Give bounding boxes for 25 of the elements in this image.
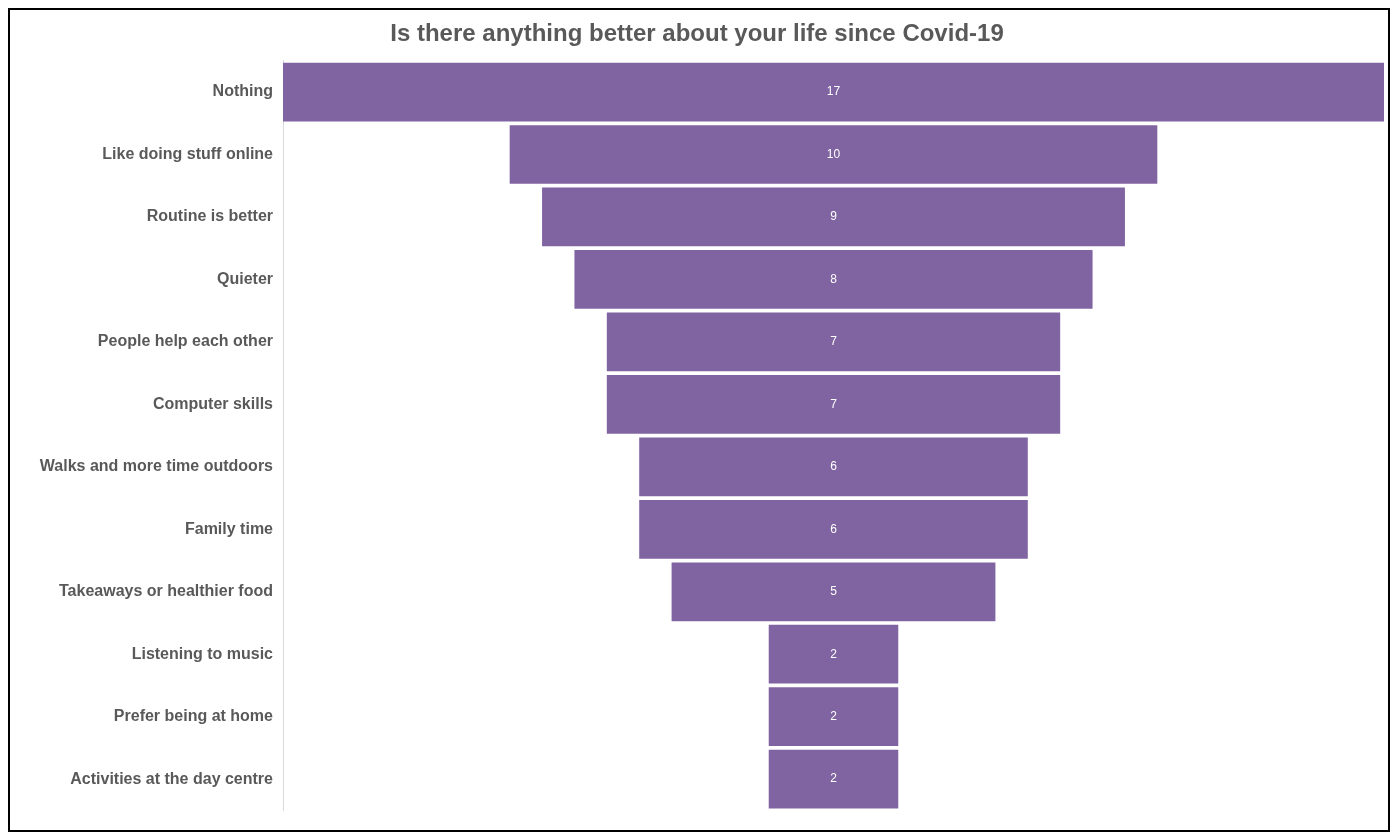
category-label: Routine is better bbox=[146, 207, 273, 225]
data-label: 2 bbox=[830, 771, 838, 786]
data-label: 6 bbox=[830, 459, 838, 474]
data-label: 7 bbox=[830, 396, 838, 411]
category-label: Walks and more time outdoors bbox=[39, 457, 274, 475]
category-label: Computer skills bbox=[152, 394, 274, 412]
data-label: 7 bbox=[830, 334, 838, 349]
category-label: Family time bbox=[184, 519, 274, 537]
category-label: Listening to music bbox=[131, 644, 274, 662]
category-label: Quieter bbox=[216, 269, 273, 287]
data-label: 5 bbox=[830, 584, 838, 599]
category-label: People help each other bbox=[97, 332, 273, 350]
data-label: 10 bbox=[826, 146, 841, 161]
text: Is there anything better about your life since Covid-19 bbox=[390, 19, 1004, 47]
data-label: 8 bbox=[830, 271, 838, 286]
data-label: 9 bbox=[830, 209, 838, 224]
data-label: 2 bbox=[830, 709, 838, 724]
category-label: Prefer being at home bbox=[113, 707, 274, 725]
category-label: Activities at the day centre bbox=[70, 769, 274, 787]
data-label: 17 bbox=[826, 84, 841, 99]
category-label: Takeaways or healthier food bbox=[59, 582, 273, 600]
data-label: 2 bbox=[830, 646, 838, 661]
category-label: Nothing bbox=[212, 82, 273, 100]
category-label: Like doing stuff online bbox=[102, 144, 274, 162]
data-label: 6 bbox=[830, 521, 838, 536]
